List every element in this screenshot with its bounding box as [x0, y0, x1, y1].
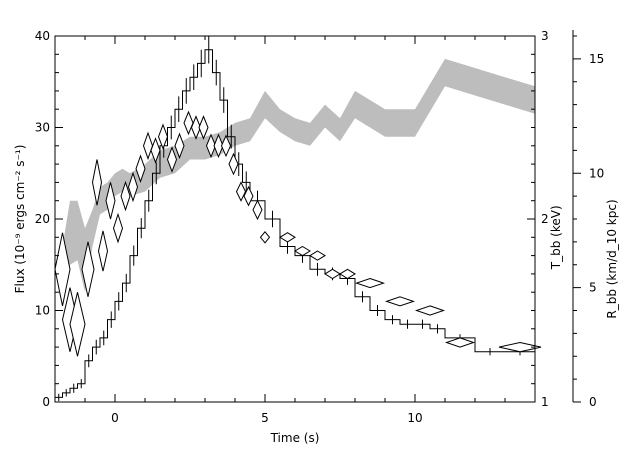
radius-tick-label: 0 — [589, 395, 597, 409]
x-tick-label: 0 — [111, 411, 119, 425]
radius-axis-ticks: 0 5 10 15 — [573, 35, 604, 409]
temperature-diamond-marker — [324, 268, 341, 280]
temperature-diamond-marker — [135, 154, 146, 184]
temperature-axis-label: T_bb (keV) — [549, 205, 563, 270]
temperature-diamond-marker — [384, 296, 416, 307]
temperature-diamond-marker — [174, 132, 185, 160]
temperature-diamond-marker — [309, 250, 326, 261]
temperature-diamond-marker — [243, 185, 254, 207]
temperature-axis-ticks: 1 2 3 — [527, 29, 549, 409]
temperature-diamond-marker — [166, 146, 178, 173]
x-axis-ticks: 0 5 10 — [54, 36, 536, 425]
radius-tick-label: 10 — [589, 166, 604, 180]
temperature-diamond-marker — [252, 199, 263, 221]
temperature-diamond-marker — [105, 182, 116, 220]
temperature-diamond-marker — [97, 230, 109, 272]
flux-tick-label: 30 — [35, 121, 50, 135]
x-tick-label: 5 — [261, 411, 269, 425]
temperature-diamond-marker — [205, 133, 217, 159]
flux-tick-label: 0 — [42, 395, 50, 409]
flux-tick-label: 40 — [35, 29, 50, 43]
temperature-diamond-marker — [150, 137, 161, 164]
temperature-diamond-marker — [157, 123, 169, 150]
temp-tick-label: 1 — [541, 395, 549, 409]
histogram-layer — [55, 36, 535, 402]
temperature-diamond-marker — [235, 181, 247, 202]
temperature-diamond-marker — [220, 134, 232, 158]
temperature-diamond-marker — [498, 341, 542, 353]
temperature-diamond-marker — [120, 180, 131, 212]
temperature-diamond-marker — [142, 131, 154, 161]
temperature-diamond-marker — [127, 171, 139, 203]
radius-tick-label: 15 — [589, 52, 604, 66]
x-axis-label: Time (s) — [270, 431, 320, 445]
band-layer — [64, 58, 535, 293]
radius-axis-label: R_bb (km/d_10 kpc) — [605, 199, 619, 318]
shaded-band-area — [64, 58, 535, 293]
temperature-diamond-marker — [444, 337, 476, 348]
flux-axis-ticks: 0 10 20 30 40 — [35, 29, 63, 409]
temperature-diamond-marker — [259, 231, 271, 244]
temperature-diamond-marker — [91, 159, 103, 206]
temperature-diamond-marker — [213, 133, 224, 159]
temperature-diamond-marker — [69, 292, 86, 357]
temperature-diamond-marker — [228, 152, 239, 176]
temperature-diamond-marker — [339, 268, 356, 280]
temperature-diamond-marker — [354, 277, 386, 289]
temp-tick-label: 2 — [541, 212, 549, 226]
temp-tick-label: 3 — [541, 29, 549, 43]
temperature-diamond-marker — [190, 115, 202, 140]
diamond-layer — [54, 110, 542, 357]
temperature-diamond-marker — [112, 212, 124, 244]
temperature-diamond-marker — [414, 305, 446, 316]
temperature-diamond-marker — [198, 115, 209, 140]
temperature-diamond-marker — [294, 245, 311, 257]
flux-tick-label: 10 — [35, 304, 50, 318]
flux-tick-label: 20 — [35, 212, 50, 226]
temperature-diamond-marker — [183, 110, 194, 136]
radius-tick-label: 5 — [589, 281, 597, 295]
temperature-diamond-marker — [54, 232, 71, 307]
temperature-diamond-marker — [81, 241, 95, 297]
flux-axis-label: Flux (10⁻⁹ ergs cm⁻² s⁻¹) — [13, 145, 27, 294]
temperature-diamond-marker — [279, 232, 296, 243]
x-tick-label: 10 — [407, 411, 422, 425]
